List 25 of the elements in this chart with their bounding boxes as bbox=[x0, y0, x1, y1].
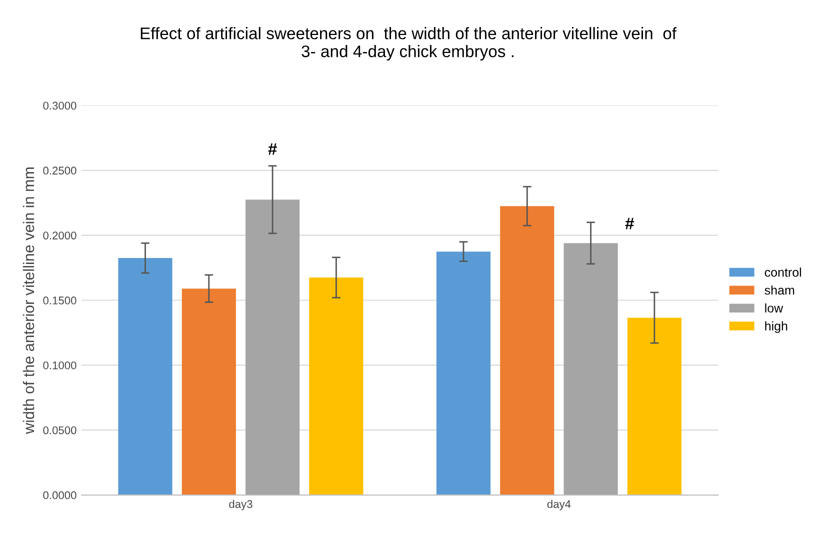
y-tick-label: 0.3000 bbox=[43, 102, 76, 110]
y-tick-label: 0.2500 bbox=[43, 166, 76, 175]
annotation: # bbox=[625, 218, 634, 230]
x-tick-label: day4 bbox=[547, 500, 571, 510]
bar bbox=[118, 258, 172, 496]
bar bbox=[627, 318, 682, 496]
legend-label: sham bbox=[764, 285, 794, 295]
bar bbox=[564, 243, 618, 496]
y-tick-label: 0.1500 bbox=[43, 296, 76, 304]
bar bbox=[500, 206, 554, 496]
bar bbox=[436, 252, 491, 496]
y-tick-label: 0.2000 bbox=[43, 232, 76, 240]
chart-title: Effect of artificial sweeteners on the width of the anterior vitelline vein of 3- and 4-day chick embryos . bbox=[140, 27, 677, 61]
x-tick-label: day3 bbox=[229, 500, 252, 510]
y-axis-title: width of the anterior vitelline vein in mm bbox=[22, 168, 34, 434]
bar bbox=[309, 278, 364, 496]
legend-label: low bbox=[765, 303, 784, 313]
bar bbox=[245, 200, 300, 496]
annotation: # bbox=[268, 143, 277, 155]
y-tick-label: 0.0500 bbox=[43, 426, 76, 434]
y-tick-label: 0.0000 bbox=[43, 491, 76, 500]
y-tick-label: 0.1000 bbox=[43, 361, 76, 370]
legend-label: control bbox=[764, 268, 802, 277]
legend-label: high bbox=[765, 321, 788, 333]
bar bbox=[182, 288, 236, 496]
